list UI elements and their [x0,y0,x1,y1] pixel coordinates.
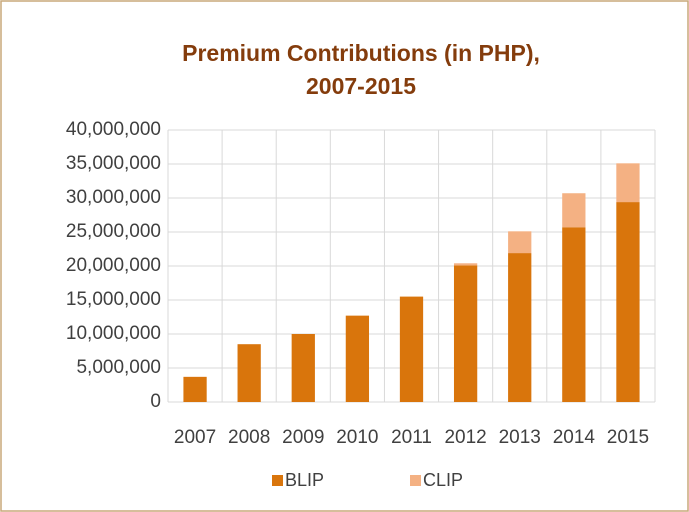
bar-segment [562,193,586,228]
bar-segment [508,253,532,402]
bar-segment [345,315,370,402]
chart-title: Premium Contributions (in PHP), [182,40,540,66]
legend-swatch [272,475,283,486]
x-tick-label: 2014 [553,427,596,448]
bar-segment [183,376,207,402]
legend-label: CLIP [423,470,463,490]
y-tick-label: 10,000,000 [66,323,161,344]
y-tick-label: 30,000,000 [66,187,161,208]
bar-segment [237,344,261,402]
y-tick-label: 20,000,000 [66,255,161,276]
bar-segment [508,231,532,254]
y-tick-label: 40,000,000 [66,119,161,140]
y-tick-label: 35,000,000 [66,153,161,174]
y-tick-label: 0 [150,391,161,412]
x-tick-label: 2012 [444,427,486,448]
bar-segment [616,202,640,402]
x-tick-label: 2013 [499,427,541,448]
bar-segment [453,265,478,402]
x-tick-label: 2010 [336,427,378,448]
x-tick-label: 2011 [391,427,432,448]
x-tick-label: 2015 [607,427,649,448]
bar-segment [562,227,586,402]
legend-label: BLIP [285,470,324,490]
chart-title: 2007-2015 [306,73,416,99]
x-tick-label: 2008 [228,427,270,448]
bar-segment [399,296,424,402]
x-tick-label: 2009 [282,427,324,448]
x-tick-label: 2007 [174,427,216,448]
bar-segment [616,163,640,203]
legend-swatch [410,475,421,486]
y-tick-label: 15,000,000 [66,289,161,310]
bar-segment [453,263,478,266]
y-tick-label: 5,000,000 [76,357,161,378]
bar-segment [291,334,315,402]
y-tick-label: 25,000,000 [66,221,161,242]
